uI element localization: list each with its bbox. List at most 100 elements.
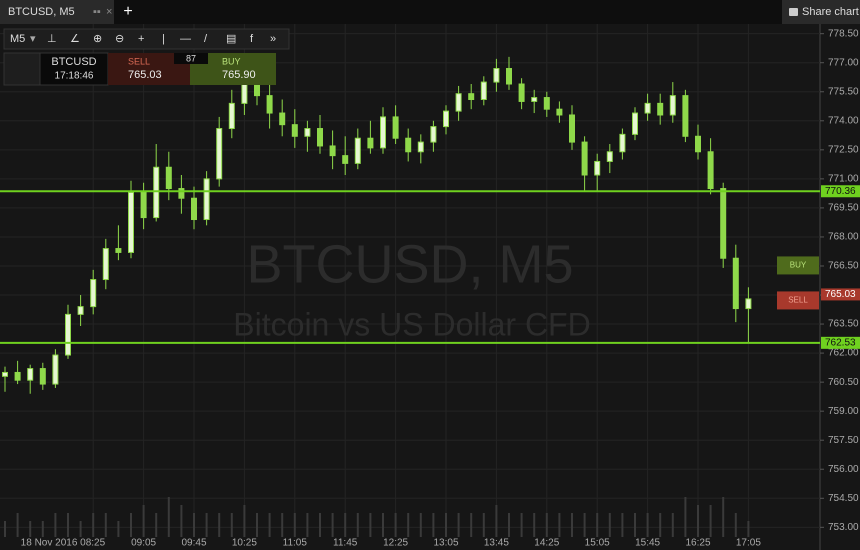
- candle-body: [153, 166, 160, 219]
- timeframe-arrow[interactable]: ▾: [30, 33, 36, 45]
- candle-body: [203, 178, 210, 221]
- toolbar: [3, 28, 290, 50]
- candle-body: [191, 197, 197, 221]
- y-tick-label: 777.00: [828, 57, 859, 68]
- buy-button-top: [208, 53, 276, 64]
- candle-body: [531, 97, 538, 102]
- volume-bar: [722, 497, 725, 537]
- volume-bar: [319, 513, 321, 537]
- candle-body: [165, 166, 172, 190]
- candle-body: [291, 124, 298, 137]
- x-tick-label: 18 Nov 2016 08:25: [21, 538, 106, 549]
- tool[interactable]: /: [204, 33, 208, 45]
- volume-bar: [331, 513, 334, 537]
- volume-bar: [646, 513, 649, 537]
- tab-grid-icon[interactable]: ▪▪: [93, 6, 101, 18]
- x-tick-label: 10:25: [232, 538, 257, 549]
- candle-body: [506, 68, 512, 85]
- candle-body: [493, 68, 500, 83]
- tab-title: BTCUSD, M5: [8, 6, 75, 18]
- candle-body: [632, 112, 638, 135]
- tool[interactable]: f: [250, 33, 254, 45]
- timeframe[interactable]: M5: [10, 33, 25, 45]
- volume-bar: [256, 513, 258, 537]
- candle-body: [707, 151, 714, 190]
- x-tick-label: 17:05: [736, 538, 761, 549]
- symbol-box: [39, 52, 109, 86]
- candle-body: [65, 313, 71, 356]
- volume-bar: [29, 521, 32, 537]
- tool[interactable]: ⊕: [93, 33, 102, 45]
- side-button[interactable]: [777, 256, 819, 275]
- volume-bar: [533, 513, 536, 537]
- tool[interactable]: |: [162, 33, 165, 45]
- tool[interactable]: —: [180, 33, 191, 45]
- candle-body: [27, 368, 34, 381]
- candle-body: [140, 191, 147, 219]
- x-tick-label: 13:05: [433, 538, 458, 549]
- x-tick-label: 16:25: [685, 538, 710, 549]
- tool[interactable]: ▤: [226, 33, 236, 45]
- candle-body: [644, 102, 651, 114]
- tab[interactable]: [0, 0, 114, 24]
- candle-body: [695, 135, 701, 153]
- candle-body: [52, 354, 59, 385]
- volume-bar: [709, 505, 712, 537]
- volume-bar: [583, 513, 586, 537]
- volume-bar: [155, 513, 158, 537]
- volume-bar: [407, 513, 410, 537]
- volume-bar: [130, 513, 132, 537]
- volume-bar: [268, 513, 271, 537]
- candle-body: [304, 128, 311, 137]
- panel-symbol: BTCUSD: [51, 56, 96, 68]
- x-tick-label: 11:05: [283, 538, 308, 549]
- tool[interactable]: +: [138, 33, 144, 45]
- x-tick-label: 14:25: [534, 538, 559, 549]
- candle-body: [405, 137, 412, 153]
- volume-bar: [621, 513, 624, 537]
- candle-body: [39, 368, 46, 385]
- candle-body: [216, 128, 223, 180]
- tool[interactable]: ∠: [70, 33, 80, 45]
- y-tick-label: 769.50: [828, 203, 859, 214]
- volume-bar: [545, 513, 548, 537]
- volume-bar: [243, 505, 246, 537]
- tab-close[interactable]: ×: [106, 6, 112, 18]
- y-tick-label: 760.50: [828, 377, 859, 388]
- new-tab[interactable]: +: [123, 3, 132, 20]
- candle-body: [556, 108, 563, 116]
- tool[interactable]: ⊖: [115, 33, 124, 45]
- candle-body: [682, 95, 689, 137]
- price-label: 765.03: [825, 289, 856, 300]
- candle-body: [569, 114, 575, 143]
- x-tick-label: 09:05: [131, 538, 156, 549]
- volume-bar: [104, 513, 107, 537]
- volume-bar: [659, 513, 662, 537]
- volume-bar: [445, 513, 447, 537]
- panel-icons: [3, 52, 41, 86]
- spread: 87: [186, 53, 196, 63]
- side-button[interactable]: [777, 291, 819, 310]
- candle-body: [354, 137, 361, 164]
- tool[interactable]: »: [270, 33, 276, 45]
- watermark-name: Bitcoin vs US Dollar CFD: [233, 306, 590, 342]
- candle-body: [128, 191, 134, 253]
- volume-bar: [356, 513, 359, 537]
- x-tick-label: 15:05: [585, 538, 610, 549]
- candle-body: [669, 95, 676, 116]
- volume-bar: [419, 513, 422, 537]
- y-tick-label: 771.00: [828, 174, 859, 185]
- volume-bar: [205, 513, 208, 537]
- plot: 753.00 754.50 756.00 757.50 759.00 760.50 762.…: [0, 24, 859, 550]
- watermark-symbol: BTCUSD, M5: [246, 234, 573, 294]
- volume-bar: [432, 513, 435, 537]
- volume-bar: [369, 513, 372, 537]
- candle-body: [430, 126, 437, 143]
- candle-body: [417, 141, 424, 153]
- tool[interactable]: ⊥: [47, 33, 57, 45]
- candle-body: [329, 145, 336, 157]
- buy-button[interactable]: [190, 64, 276, 85]
- toolbar-icons: ⊥ ∠ ⊕ ⊖ + | — / ▤ f »: [47, 33, 276, 45]
- volume-bar: [394, 513, 397, 537]
